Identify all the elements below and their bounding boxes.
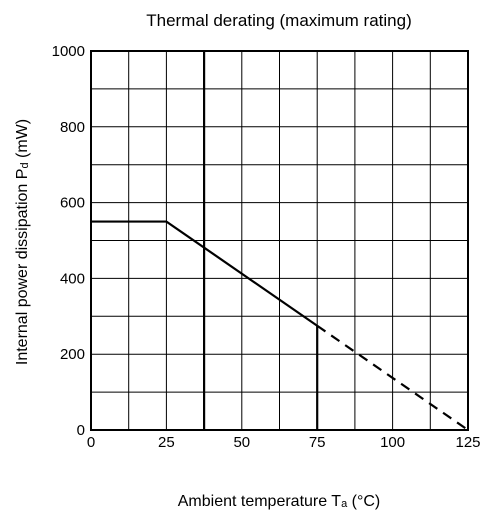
- y-tick-label: 400: [60, 270, 85, 287]
- x-tick-label: 125: [455, 434, 480, 451]
- x-tick-label: 50: [233, 434, 250, 451]
- grid-lines: [91, 51, 468, 430]
- x-tick-label: 100: [380, 434, 405, 451]
- x-axis-label-unit: (°C): [347, 493, 380, 510]
- y-tick-label: 600: [60, 195, 85, 212]
- x-tick-labels: 0 25 50 75 100 125: [87, 434, 481, 451]
- y-axis-label-main: Internal power dissipation P: [14, 169, 31, 366]
- y-axis-label-unit: (mW): [14, 119, 31, 163]
- y-tick-label: 200: [60, 346, 85, 363]
- y-tick-labels: 0 200 400 600 800 1000: [52, 43, 85, 439]
- y-tick-label: 1000: [52, 43, 85, 60]
- x-axis-label-main: Ambient temperature T: [178, 493, 342, 510]
- y-tick-label: 800: [60, 119, 85, 136]
- x-tick-label: 25: [158, 434, 175, 451]
- y-tick-label: 0: [77, 422, 85, 439]
- x-tick-label: 0: [87, 434, 95, 451]
- y-axis-label: Internal power dissipation Pd (mW): [14, 119, 31, 365]
- x-axis-label: Ambient temperature Ta (°C): [178, 493, 381, 510]
- chart-title: Thermal derating (maximum rating): [146, 11, 411, 30]
- x-tick-label: 75: [309, 434, 326, 451]
